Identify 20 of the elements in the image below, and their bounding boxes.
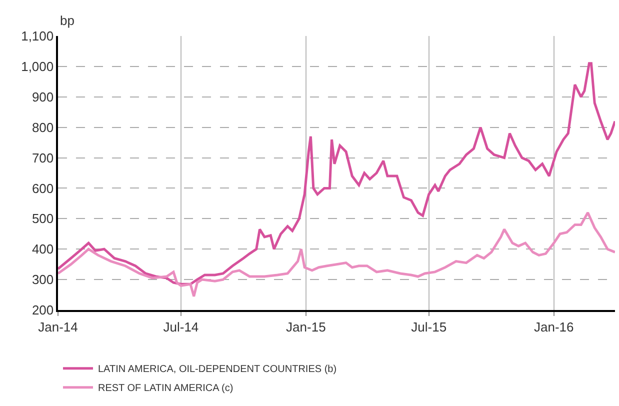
x-tick-label: Jan-16 bbox=[534, 320, 574, 335]
x-tick-label: Jan-14 bbox=[38, 320, 78, 335]
line-series bbox=[58, 62, 615, 286]
line-series bbox=[58, 211, 615, 298]
y-tick-label: 800 bbox=[32, 120, 54, 135]
x-tick-label: Jan-15 bbox=[286, 320, 326, 335]
y-tick-label: 600 bbox=[32, 180, 54, 196]
y-tick-label: 400 bbox=[32, 242, 54, 257]
x-tick-label: Jul-15 bbox=[411, 320, 447, 335]
y-tick-label: 500 bbox=[32, 211, 54, 226]
y-tick-label: 1,100 bbox=[21, 28, 54, 44]
y-tick-label: 1,000 bbox=[21, 58, 54, 74]
legend-label: LATIN AMERICA, OIL-DEPENDENT COUNTRIES (b) bbox=[98, 364, 337, 376]
x-tick-label: Jul-14 bbox=[163, 320, 199, 335]
y-tick-label: 200 bbox=[32, 302, 54, 318]
y-axis-title: bp bbox=[60, 13, 74, 28]
y-tick-label: 300 bbox=[32, 272, 54, 288]
legend-label: REST OF LATIN AMERICA (c) bbox=[98, 383, 234, 394]
y-tick-label: 700 bbox=[32, 150, 54, 166]
y-tick-label: 900 bbox=[32, 89, 54, 104]
